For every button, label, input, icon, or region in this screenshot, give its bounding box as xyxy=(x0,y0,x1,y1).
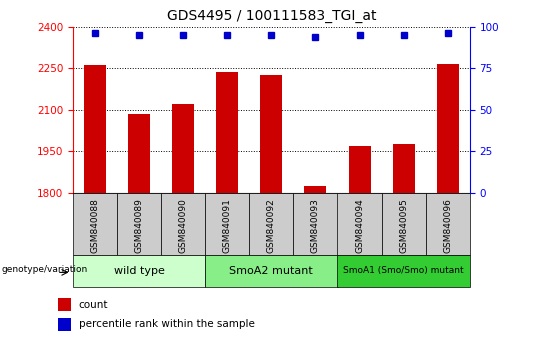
Text: GSM840089: GSM840089 xyxy=(134,198,144,253)
Bar xyxy=(58,318,71,331)
Bar xyxy=(128,114,150,193)
Text: count: count xyxy=(79,299,108,309)
Bar xyxy=(437,64,459,193)
Text: GSM840096: GSM840096 xyxy=(443,198,452,253)
Bar xyxy=(205,255,338,287)
Bar xyxy=(293,193,338,255)
Text: SmoA2 mutant: SmoA2 mutant xyxy=(230,266,313,276)
Bar xyxy=(249,193,293,255)
Bar xyxy=(216,72,238,193)
Bar xyxy=(260,75,282,193)
Text: GSM840091: GSM840091 xyxy=(223,198,232,253)
Bar xyxy=(73,255,205,287)
Text: SmoA1 (Smo/Smo) mutant: SmoA1 (Smo/Smo) mutant xyxy=(343,266,464,275)
Bar xyxy=(348,146,370,193)
Bar xyxy=(382,193,426,255)
Bar xyxy=(305,186,327,193)
Bar xyxy=(205,193,249,255)
Text: GSM840093: GSM840093 xyxy=(311,198,320,253)
Text: GSM840092: GSM840092 xyxy=(267,198,276,253)
Text: GSM840088: GSM840088 xyxy=(91,198,99,253)
Bar xyxy=(58,298,71,311)
Bar xyxy=(338,193,382,255)
Text: percentile rank within the sample: percentile rank within the sample xyxy=(79,319,254,329)
Bar xyxy=(172,104,194,193)
Text: GSM840090: GSM840090 xyxy=(179,198,188,253)
Text: wild type: wild type xyxy=(113,266,165,276)
Bar xyxy=(426,193,470,255)
Text: GSM840094: GSM840094 xyxy=(355,198,364,253)
Title: GDS4495 / 100111583_TGI_at: GDS4495 / 100111583_TGI_at xyxy=(167,9,376,23)
Bar xyxy=(393,144,415,193)
Bar xyxy=(117,193,161,255)
Text: genotype/variation: genotype/variation xyxy=(2,265,87,274)
Bar xyxy=(161,193,205,255)
Bar xyxy=(84,65,106,193)
Text: GSM840095: GSM840095 xyxy=(399,198,408,253)
Bar xyxy=(338,255,470,287)
Bar xyxy=(73,193,117,255)
